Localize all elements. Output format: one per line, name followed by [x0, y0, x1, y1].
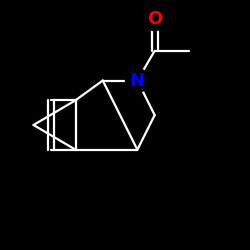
Circle shape	[143, 7, 167, 30]
Circle shape	[126, 69, 149, 92]
Text: O: O	[147, 10, 162, 28]
Text: N: N	[130, 72, 145, 90]
